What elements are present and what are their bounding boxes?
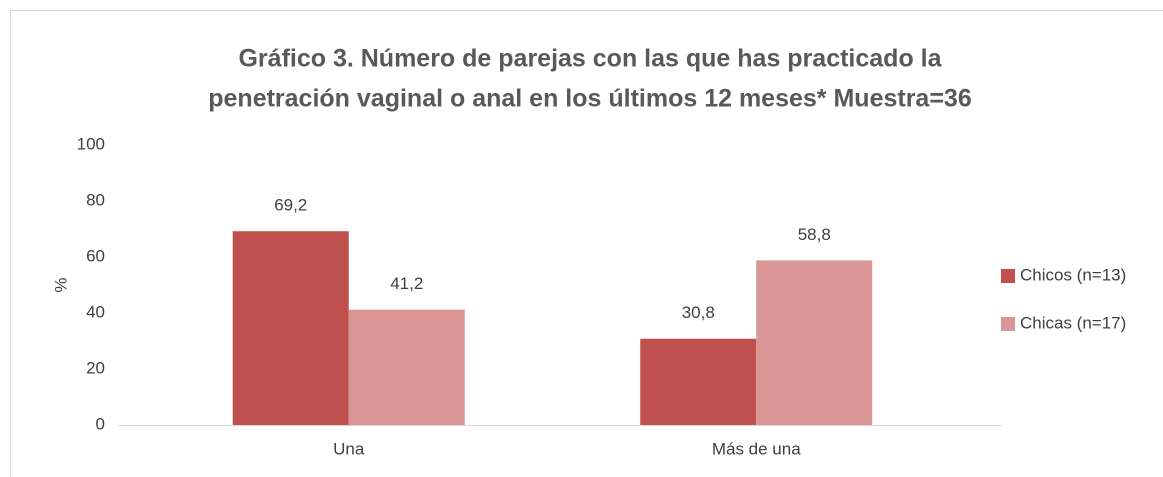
y-tick-label: 80 [86,190,105,209]
data-label: 30,8 [682,303,715,322]
bar [640,338,757,425]
data-label: 58,8 [798,225,831,244]
legend-label: Chicos (n=13) [1020,265,1126,284]
legend-swatch [1001,269,1015,283]
x-tick-label: Una [333,439,365,458]
legend-label: Chicas (n=17) [1020,313,1126,332]
chart-title: penetración vaginal o anal en los último… [208,85,972,113]
chart-border [10,10,1163,477]
bar [756,260,873,425]
x-tick-label: Más de una [712,439,801,458]
data-label: 69,2 [274,196,307,215]
y-tick-label: 60 [86,246,105,265]
chart-title: Gráfico 3. Número de parejas con las que… [238,45,942,73]
bar [348,309,465,425]
y-tick-label: 0 [96,414,105,433]
y-tick-label: 100 [77,134,105,153]
y-tick-label: 40 [86,302,105,321]
legend-swatch [1001,317,1015,331]
y-tick-label: 20 [86,358,105,377]
bar [232,231,349,425]
data-label: 41,2 [390,274,423,293]
y-axis-label: % [51,277,70,292]
